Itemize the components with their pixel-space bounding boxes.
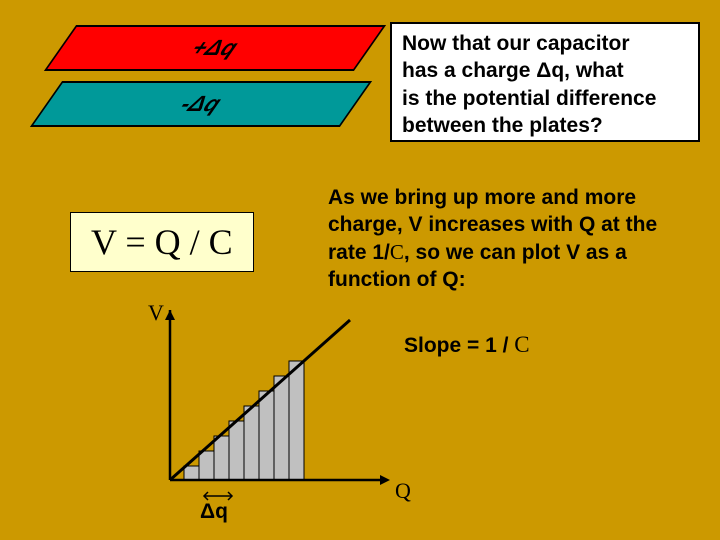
- explanation-paragraph: As we bring up more and more charge, V i…: [328, 184, 696, 293]
- formula-text: V = Q / C: [91, 222, 233, 262]
- para-c: C: [390, 240, 404, 264]
- graph: [160, 310, 400, 530]
- capacitor-plates: +Δq -Δq: [20, 25, 360, 155]
- slope-c: C: [514, 332, 529, 357]
- slope-label: Slope = 1 / C: [404, 332, 530, 358]
- callout-line3: is the potential difference: [402, 85, 688, 112]
- slope-pre: Slope = 1 /: [404, 334, 514, 357]
- formula-box: V = Q / C: [70, 212, 254, 272]
- top-plate: +Δq: [44, 25, 386, 71]
- x-axis-label: Q: [395, 478, 411, 504]
- bottom-plate: -Δq: [30, 81, 372, 127]
- callout-line2: has a charge Δq, what: [402, 57, 688, 84]
- callout-line4: between the plates?: [402, 112, 688, 139]
- dq-label: Δq: [200, 500, 228, 524]
- question-callout: Now that our capacitor has a charge Δq, …: [390, 22, 700, 142]
- top-plate-label: +Δq: [186, 35, 246, 60]
- bottom-plate-label: -Δq: [174, 91, 228, 116]
- callout-line1: Now that our capacitor: [402, 30, 688, 57]
